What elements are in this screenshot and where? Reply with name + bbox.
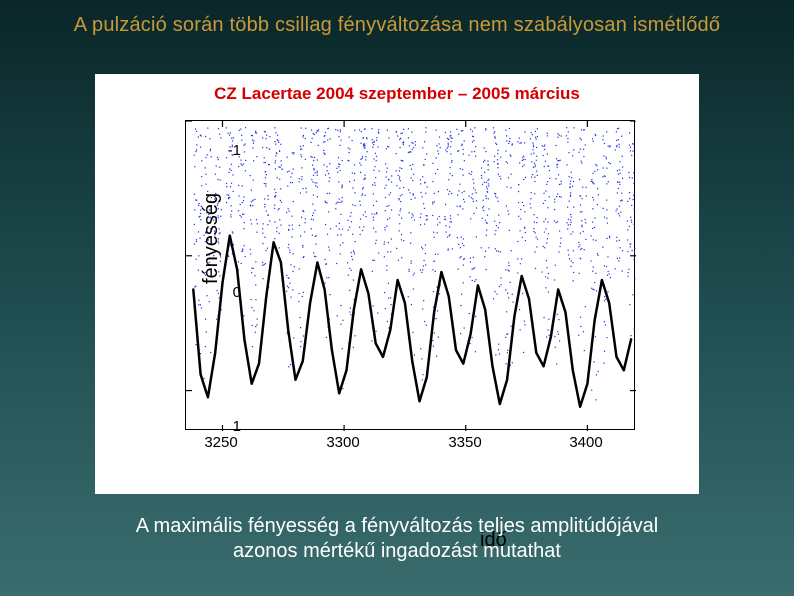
slide-caption: A maximális fényesség a fényváltozás tel… (0, 514, 794, 564)
xtick-label: 3250 (204, 434, 237, 451)
y-axis-label: fényesség (200, 193, 223, 284)
slide-title: A pulzáció során több csillag fényváltoz… (0, 14, 794, 37)
plot-area (185, 120, 635, 430)
caption-line-2: azonos mértékű ingadozást mutathat (233, 540, 561, 562)
figure-panel: CZ Lacertae 2004 szeptember – 2005 márci… (95, 74, 699, 494)
chart-svg (186, 121, 636, 431)
xtick-label: 3300 (326, 434, 359, 451)
ytick-label: 0 (233, 284, 241, 301)
ytick-label: 1 (233, 418, 241, 435)
caption-line-1: A maximális fényesség a fényváltozás tel… (136, 515, 658, 537)
xtick-label: 3350 (448, 434, 481, 451)
chart-title: CZ Lacertae 2004 szeptember – 2005 márci… (95, 84, 699, 104)
xtick-label: 3400 (569, 434, 602, 451)
ytick-label: -1 (228, 142, 241, 159)
